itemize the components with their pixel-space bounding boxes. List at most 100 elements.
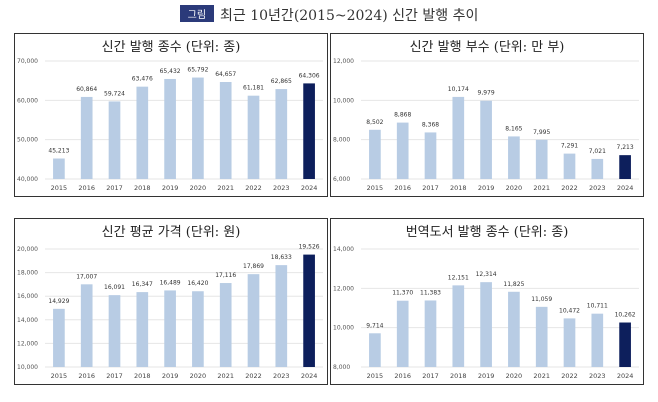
chart-title: 신간 발행 부수 (단위: 만 부) xyxy=(409,40,565,55)
data-label: 61,181 xyxy=(243,85,264,92)
bar-2018 xyxy=(452,96,465,179)
bar-2017 xyxy=(108,295,121,367)
data-label: 7,213 xyxy=(617,144,634,151)
bar-2022 xyxy=(563,153,576,179)
data-label: 12,314 xyxy=(476,271,497,278)
bar-2023 xyxy=(591,158,604,179)
bar-2021 xyxy=(219,82,232,179)
bar-2016 xyxy=(80,96,93,179)
chart-panel-titles-count: 신간 발행 종수 (단위: 종) 40,000 50,000 60,000 70,00… xyxy=(14,33,328,197)
chart-title: 신간 발행 종수 (단위: 종) xyxy=(101,40,241,55)
bar-2020 xyxy=(508,136,520,179)
figure-title: 최근 10년간(2015~2024) 신간 발행 추이 xyxy=(220,8,479,24)
data-label: 65,792 xyxy=(187,67,208,74)
x-tick-label: 2024 xyxy=(301,184,318,192)
x-tick-label: 2021 xyxy=(533,372,550,380)
bar-2021 xyxy=(535,139,548,179)
bar-2018 xyxy=(452,285,465,367)
bar-2020 xyxy=(192,291,204,367)
data-label: 16,420 xyxy=(187,280,208,287)
bar-2016 xyxy=(80,284,93,367)
y-tick-label: 20,000 xyxy=(17,246,38,253)
data-label: 10,711 xyxy=(587,303,608,310)
x-tick-label: 2018 xyxy=(450,372,467,380)
chart-svg: 6,000 8,000 10,000 12,000 8,502 2015 8,868 2016… xyxy=(333,58,639,192)
y-tick-label: 10,000 xyxy=(333,97,354,104)
data-label: 64,657 xyxy=(215,71,236,78)
bar-2021 xyxy=(535,306,548,367)
x-tick-label: 2020 xyxy=(190,372,207,380)
x-tick-label: 2015 xyxy=(367,372,384,380)
x-tick-label: 2017 xyxy=(106,372,123,380)
data-label: 8,368 xyxy=(422,121,439,128)
x-tick-label: 2023 xyxy=(589,372,606,380)
x-tick-label: 2016 xyxy=(78,184,95,192)
bar-2024 xyxy=(619,155,631,179)
data-label: 11,383 xyxy=(420,289,441,296)
x-tick-label: 2021 xyxy=(217,184,234,192)
bar-2023 xyxy=(275,265,288,367)
x-tick-label: 2018 xyxy=(134,184,151,192)
data-label: 9,714 xyxy=(366,322,383,329)
data-label: 59,724 xyxy=(104,90,125,97)
y-tick-label: 70,000 xyxy=(17,58,38,65)
bar-2015 xyxy=(369,129,381,179)
x-tick-label: 2023 xyxy=(589,184,606,192)
x-tick-label: 2015 xyxy=(51,184,68,192)
x-tick-label: 2020 xyxy=(190,184,207,192)
data-label: 10,262 xyxy=(615,312,636,319)
data-label: 8,868 xyxy=(394,112,411,119)
bar-2023 xyxy=(591,313,604,367)
data-label: 7,021 xyxy=(589,148,606,155)
x-tick-label: 2019 xyxy=(478,184,495,192)
data-label: 10,472 xyxy=(559,307,580,314)
bar-2019 xyxy=(480,282,492,367)
data-label: 64,306 xyxy=(299,72,320,79)
x-tick-label: 2019 xyxy=(478,372,495,380)
figure-header: 그림 최근 10년간(2015~2024) 신간 발행 추이 xyxy=(0,5,658,25)
bar-2017 xyxy=(424,132,437,179)
bar-2018 xyxy=(136,86,149,179)
bar-2024 xyxy=(619,322,631,367)
chart-svg: 8,000 10,000 12,000 14,000 9,714 2015 11,370 20… xyxy=(333,246,639,380)
bar-2017 xyxy=(424,300,437,367)
y-tick-label: 6,000 xyxy=(333,176,350,183)
data-label: 16,347 xyxy=(132,281,153,288)
x-tick-label: 2020 xyxy=(506,184,523,192)
x-tick-label: 2020 xyxy=(506,372,523,380)
x-tick-label: 2022 xyxy=(561,184,578,192)
x-tick-label: 2016 xyxy=(78,372,95,380)
x-tick-label: 2018 xyxy=(134,372,151,380)
bar-2024 xyxy=(303,254,315,367)
y-tick-label: 50,000 xyxy=(17,137,38,144)
bar-2016 xyxy=(396,300,409,367)
y-tick-label: 10,000 xyxy=(333,325,354,332)
bar-2018 xyxy=(136,292,149,367)
data-label: 65,432 xyxy=(160,68,181,75)
x-tick-label: 2024 xyxy=(617,184,634,192)
data-label: 62,865 xyxy=(271,78,292,85)
bar-2022 xyxy=(247,95,260,179)
data-label: 7,291 xyxy=(561,143,578,150)
data-label: 8,165 xyxy=(505,125,522,132)
chart-title: 번역도서 발행 종수 (단위: 종) xyxy=(405,225,569,240)
data-label: 17,116 xyxy=(215,272,236,279)
data-label: 17,869 xyxy=(243,263,264,270)
bar-2019 xyxy=(164,78,176,179)
y-tick-label: 18,000 xyxy=(17,270,38,277)
chart-svg: 40,000 50,000 60,000 70,000 45,213 2015 60,864… xyxy=(17,58,323,192)
bar-2017 xyxy=(108,101,121,179)
data-label: 16,091 xyxy=(104,284,125,291)
bar-2020 xyxy=(508,291,520,367)
y-tick-label: 40,000 xyxy=(17,176,38,183)
data-label: 12,151 xyxy=(448,274,469,281)
y-tick-label: 16,000 xyxy=(17,293,38,300)
data-label: 11,370 xyxy=(392,290,413,297)
x-tick-label: 2018 xyxy=(450,184,467,192)
x-tick-label: 2015 xyxy=(367,184,384,192)
y-tick-label: 12,000 xyxy=(333,285,354,292)
data-label: 7,995 xyxy=(533,129,550,136)
y-tick-label: 14,000 xyxy=(17,317,38,324)
chart-panel-avg-price: 신간 평균 가격 (단위: 원) 10,000 12,000 14,000 16,00… xyxy=(14,218,328,385)
x-tick-label: 2016 xyxy=(394,184,411,192)
